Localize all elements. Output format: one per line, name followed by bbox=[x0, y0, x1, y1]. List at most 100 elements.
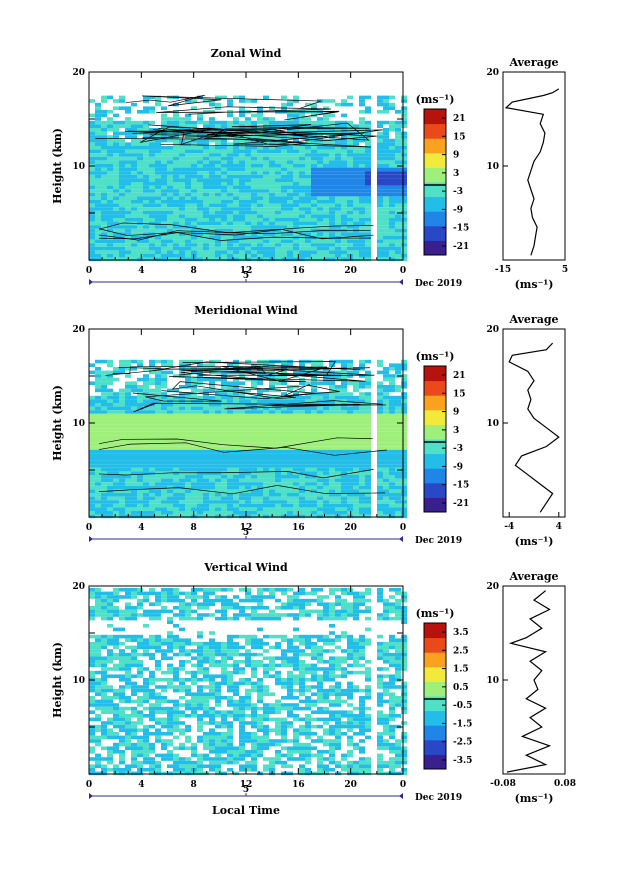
heatmap-cell bbox=[341, 124, 347, 128]
heatmap-cell bbox=[119, 257, 125, 262]
heatmap-cell bbox=[401, 500, 407, 504]
heatmap-cell bbox=[179, 174, 185, 179]
heatmap-cell bbox=[143, 453, 149, 457]
heatmap-cell bbox=[401, 424, 407, 429]
heatmap-cell bbox=[401, 460, 407, 465]
heatmap-cell bbox=[359, 511, 365, 515]
heatmap-cell bbox=[203, 406, 209, 411]
heatmap-cell bbox=[125, 478, 131, 483]
heatmap-cell bbox=[257, 359, 263, 364]
heatmap-cell bbox=[185, 138, 191, 143]
heatmap-cell bbox=[119, 178, 125, 182]
heatmap-cell bbox=[119, 146, 125, 150]
heatmap-cell bbox=[275, 496, 281, 501]
heatmap-cell bbox=[299, 439, 305, 443]
heatmap-cell bbox=[101, 688, 107, 693]
heatmap-cell bbox=[179, 239, 185, 244]
heatmap-cell bbox=[335, 225, 341, 229]
heatmap-cell bbox=[125, 146, 131, 150]
heatmap-cell bbox=[221, 403, 227, 407]
heatmap-cell bbox=[329, 428, 335, 432]
date-axis-marker bbox=[89, 279, 93, 285]
heatmap-cell bbox=[149, 656, 155, 660]
heatmap-cell bbox=[209, 381, 215, 385]
heatmap-cell bbox=[275, 417, 281, 421]
heatmap-cell bbox=[119, 710, 125, 714]
heatmap-cell bbox=[149, 185, 155, 190]
heatmap-cell bbox=[239, 196, 245, 200]
heatmap-cell bbox=[245, 446, 251, 450]
heatmap-cell bbox=[167, 421, 173, 425]
heatmap-cell bbox=[143, 225, 149, 229]
heatmap-cell bbox=[125, 724, 131, 729]
heatmap-cell bbox=[119, 660, 125, 664]
heatmap-cell bbox=[299, 363, 305, 367]
heatmap-cell bbox=[233, 214, 239, 218]
heatmap-cell bbox=[365, 160, 371, 164]
heatmap-cell bbox=[359, 207, 365, 211]
heatmap-cell bbox=[353, 428, 359, 432]
heatmap-cell bbox=[389, 160, 395, 164]
heatmap-cell bbox=[131, 760, 137, 765]
heatmap-cell bbox=[341, 385, 347, 389]
heatmap-cell bbox=[311, 228, 317, 233]
heatmap-cell bbox=[287, 239, 293, 244]
heatmap-cell bbox=[233, 485, 239, 490]
heatmap-cell bbox=[167, 667, 173, 671]
heatmap-cell bbox=[401, 254, 407, 258]
heatmap-cell bbox=[149, 750, 155, 754]
heatmap-cell bbox=[125, 135, 131, 139]
heatmap-cell bbox=[293, 146, 299, 150]
heatmap-cell bbox=[383, 156, 389, 161]
heatmap-cell bbox=[197, 406, 203, 411]
heatmap-cell bbox=[389, 367, 395, 371]
heatmap-cell bbox=[377, 475, 383, 479]
heatmap-cell bbox=[149, 645, 155, 650]
heatmap-cell bbox=[167, 239, 173, 244]
heatmap-cell bbox=[209, 471, 215, 475]
heatmap-cell bbox=[347, 146, 353, 150]
heatmap-cell bbox=[179, 203, 185, 208]
heatmap-cell bbox=[323, 467, 329, 472]
heatmap-cell bbox=[101, 146, 107, 150]
heatmap-cell bbox=[359, 507, 365, 511]
heatmap-cell bbox=[89, 196, 95, 200]
heatmap-cell bbox=[269, 370, 275, 375]
heatmap-cell bbox=[281, 374, 287, 378]
heatmap-cell bbox=[389, 254, 395, 258]
heatmap-cell bbox=[233, 138, 239, 143]
heatmap-cell bbox=[347, 421, 353, 425]
heatmap-cell bbox=[251, 156, 257, 161]
heatmap-cell bbox=[317, 435, 323, 439]
heatmap-cell bbox=[347, 174, 353, 179]
heatmap-cell bbox=[389, 214, 395, 218]
heatmap-cell bbox=[377, 236, 383, 240]
heatmap-cell bbox=[287, 493, 293, 497]
heatmap-cell bbox=[167, 493, 173, 497]
heatmap-cell bbox=[311, 457, 317, 461]
heatmap-cell bbox=[167, 403, 173, 407]
heatmap-cell bbox=[101, 399, 107, 403]
heatmap-cell bbox=[101, 493, 107, 497]
heatmap-cell bbox=[107, 457, 113, 461]
heatmap-cell bbox=[173, 453, 179, 457]
heatmap-cell bbox=[299, 370, 305, 375]
heatmap-cell bbox=[335, 210, 341, 215]
heatmap-cell bbox=[161, 496, 167, 501]
heatmap-cell bbox=[323, 106, 329, 110]
heatmap-cell bbox=[113, 250, 119, 254]
heatmap-cell bbox=[113, 435, 119, 439]
heatmap-cell bbox=[287, 460, 293, 465]
heatmap-cell bbox=[389, 149, 395, 154]
heatmap-cell bbox=[167, 196, 173, 200]
heatmap-cell bbox=[161, 485, 167, 490]
heatmap-cell bbox=[137, 421, 143, 425]
heatmap-cell bbox=[221, 246, 227, 251]
heatmap-cell bbox=[137, 446, 143, 450]
heatmap-cell bbox=[287, 146, 293, 150]
heatmap-cell bbox=[305, 171, 311, 175]
heatmap-cell bbox=[335, 128, 341, 132]
heatmap-cell bbox=[209, 254, 215, 258]
heatmap-cell bbox=[143, 649, 149, 653]
heatmap-cell bbox=[89, 160, 95, 164]
